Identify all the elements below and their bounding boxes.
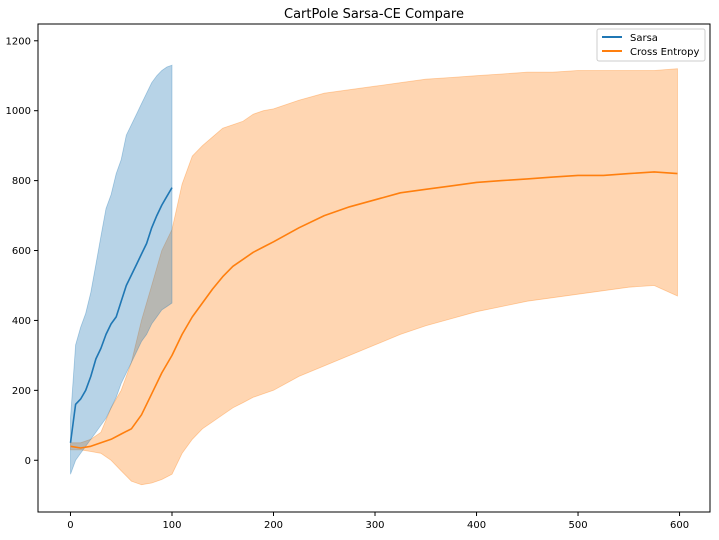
chart-title: CartPole Sarsa-CE Compare [284, 7, 464, 22]
confidence-bands [70, 64, 678, 486]
band-sarsa [70, 64, 173, 475]
y-tick-label: 800 [12, 176, 31, 187]
x-tick-label: 600 [670, 520, 689, 531]
x-tick-label: 0 [67, 520, 73, 531]
legend: Sarsa Cross Entropy [596, 28, 706, 62]
y-axis: 0 200 400 600 800 1000 1200 [6, 36, 38, 467]
y-tick-label: 1000 [6, 106, 31, 117]
y-tick-label: 400 [12, 316, 31, 327]
x-tick-label: 100 [162, 520, 181, 531]
line-sarsa [69, 187, 173, 443]
x-tick-label: 200 [264, 520, 283, 531]
band-cross-entropy [70, 68, 678, 486]
legend-box [596, 28, 706, 62]
legend-label-cross-entropy: Cross Entropy [630, 47, 700, 58]
y-tick-label: 1200 [6, 36, 31, 47]
x-tick-label: 500 [568, 520, 587, 531]
y-tick-label: 0 [25, 456, 31, 467]
legend-label-sarsa: Sarsa [630, 33, 658, 44]
x-axis: 0 100 200 300 400 500 600 [67, 512, 689, 531]
series-lines [69, 171, 678, 449]
plot-frame [37, 23, 711, 513]
line-cross-entropy [70, 171, 678, 449]
y-tick-label: 600 [12, 246, 31, 257]
x-tick-label: 300 [365, 520, 384, 531]
x-tick-label: 400 [467, 520, 486, 531]
y-tick-label: 200 [12, 386, 31, 397]
